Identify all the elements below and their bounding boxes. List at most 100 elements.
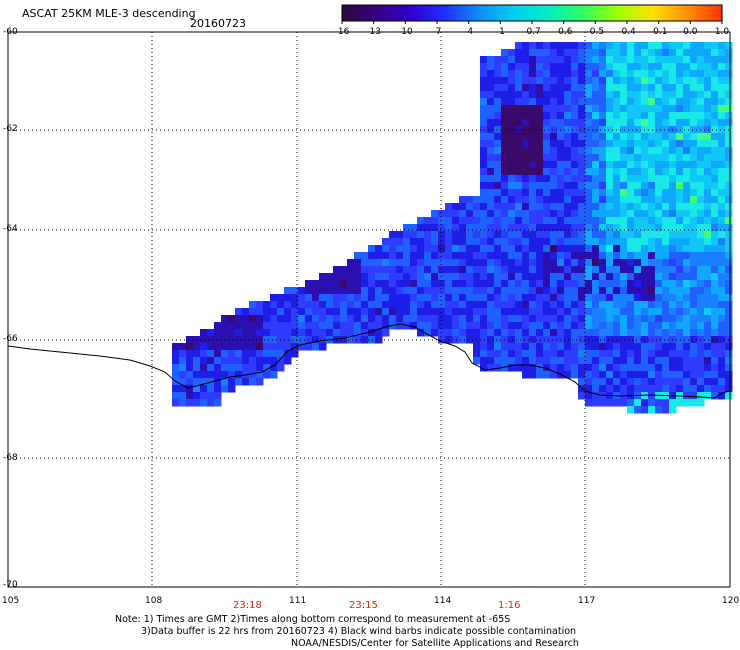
- swath-cell: [529, 42, 537, 50]
- swath-cell: [627, 77, 635, 85]
- swath-cell: [718, 280, 726, 288]
- swath-cell: [718, 231, 726, 239]
- swath-cell: [627, 126, 635, 134]
- swath-cell: [627, 133, 635, 141]
- swath-cell: [550, 308, 558, 316]
- swath-cell: [655, 385, 663, 393]
- swath-cell: [662, 371, 670, 379]
- swath-cell: [564, 343, 572, 351]
- swath-cell: [200, 329, 208, 337]
- swath-cell: [438, 315, 446, 323]
- swath-cell: [634, 308, 642, 316]
- swath-cell: [536, 56, 544, 64]
- swath-cell: [585, 378, 593, 386]
- swath-cell: [613, 371, 621, 379]
- swath-cell: [641, 56, 649, 64]
- swath-cell: [613, 77, 621, 85]
- swath-cell: [676, 217, 684, 225]
- swath-cell: [550, 112, 558, 120]
- swath-cell: [620, 112, 628, 120]
- swath-cell: [669, 343, 677, 351]
- swath-cell: [536, 217, 544, 225]
- swath-cell: [599, 42, 607, 50]
- swath-cell: [529, 56, 537, 64]
- swath-cell: [634, 119, 642, 127]
- swath-cell: [424, 259, 432, 267]
- swath-cell: [585, 147, 593, 155]
- swath-cell: [704, 357, 712, 365]
- swath-cell: [697, 105, 705, 113]
- swath-cell: [648, 98, 656, 106]
- swath-cell: [648, 392, 656, 400]
- swath-cell: [529, 63, 537, 71]
- swath-cell: [235, 315, 243, 323]
- colorbar-tick-label: 0.0: [683, 27, 698, 37]
- swath-cell: [676, 364, 684, 372]
- swath-cell: [662, 406, 670, 414]
- swath-cell: [585, 161, 593, 169]
- swath-cell: [606, 336, 614, 344]
- swath-cell: [620, 336, 628, 344]
- swath-cell: [557, 308, 565, 316]
- swath-cell: [655, 371, 663, 379]
- swath-cell: [564, 273, 572, 281]
- swath-cell: [606, 161, 614, 169]
- swath-cell: [459, 196, 467, 204]
- swath-cell: [662, 224, 670, 232]
- swath-cell: [382, 259, 390, 267]
- swath-cell: [718, 294, 726, 302]
- swath-cell: [529, 322, 537, 330]
- swath-cell: [417, 322, 425, 330]
- swath-cell: [312, 301, 320, 309]
- swath-cell: [459, 259, 467, 267]
- swath-cell: [424, 238, 432, 246]
- swath-cell: [634, 273, 642, 281]
- swath-cell: [571, 329, 579, 337]
- swath-cell: [662, 287, 670, 295]
- swath-cell: [501, 294, 509, 302]
- swath-cell: [683, 161, 691, 169]
- swath-cell: [452, 245, 460, 253]
- swath-cell: [536, 147, 544, 155]
- swath-cell: [368, 266, 376, 274]
- swath-cell: [508, 336, 516, 344]
- swath-cell: [725, 308, 733, 316]
- swath-cell: [543, 273, 551, 281]
- swath-cell: [487, 336, 495, 344]
- swath-cell: [466, 329, 474, 337]
- swath-cell: [620, 84, 628, 92]
- swath-cell: [725, 301, 733, 309]
- swath-cell: [620, 350, 628, 358]
- swath-cell: [550, 63, 558, 71]
- swath-cell: [627, 231, 635, 239]
- swath-cell: [550, 371, 558, 379]
- swath-cell: [550, 168, 558, 176]
- swath-cell: [641, 154, 649, 162]
- swath-cell: [459, 294, 467, 302]
- swath-cell: [494, 287, 502, 295]
- swath-cell: [655, 329, 663, 337]
- swath-cell: [718, 308, 726, 316]
- swath-cell: [515, 84, 523, 92]
- swath-cell: [508, 315, 516, 323]
- swath-cell: [417, 252, 425, 260]
- swath-cell: [711, 49, 719, 57]
- swath-cell: [578, 357, 586, 365]
- swath-cell: [487, 329, 495, 337]
- swath-cell: [480, 336, 488, 344]
- swath-cell: [550, 133, 558, 141]
- swath-cell: [431, 280, 439, 288]
- swath-cell: [655, 189, 663, 197]
- swath-cell: [613, 175, 621, 183]
- swath-cell: [676, 77, 684, 85]
- swath-cell: [662, 399, 670, 407]
- swath-cell: [263, 329, 271, 337]
- swath-cell: [543, 217, 551, 225]
- swath-cell: [263, 301, 271, 309]
- swath-cell: [690, 301, 698, 309]
- swath-cell: [627, 196, 635, 204]
- swath-cell: [522, 203, 530, 211]
- swath-cell: [522, 357, 530, 365]
- swath-cell: [389, 252, 397, 260]
- swath-cell: [326, 301, 334, 309]
